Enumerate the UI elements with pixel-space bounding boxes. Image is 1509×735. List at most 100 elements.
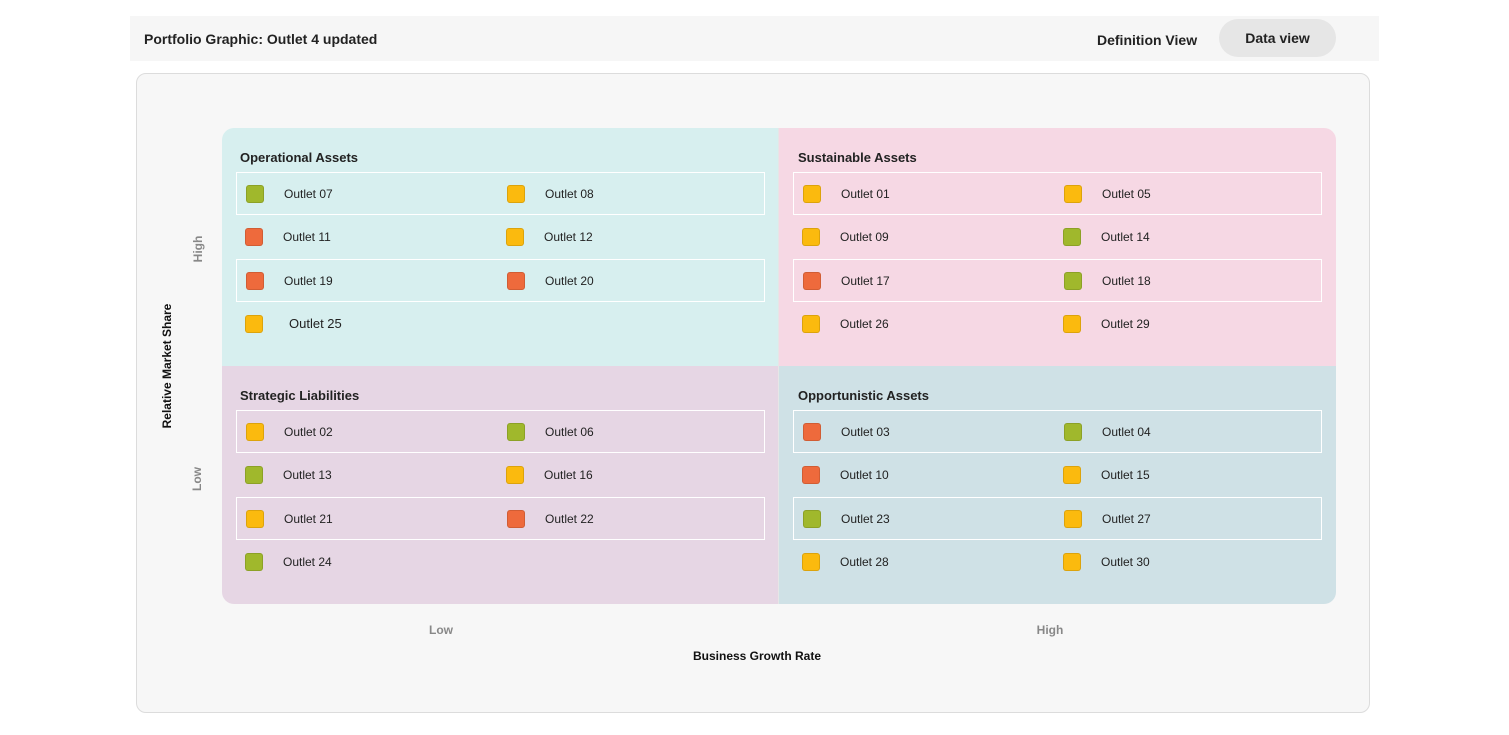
outlet-item[interactable]: Outlet 13	[245, 454, 332, 495]
status-swatch	[803, 509, 821, 528]
quadrant-title: Operational Assets	[240, 150, 359, 165]
outlet-item[interactable]: Outlet 23	[803, 498, 890, 539]
outlet-item[interactable]: Outlet 08	[507, 173, 594, 214]
outlet-item[interactable]: Outlet 10	[802, 454, 889, 495]
header-bar: Portfolio Graphic: Outlet 4 updated Defi…	[130, 16, 1379, 61]
outlet-label: Outlet 06	[545, 424, 594, 439]
status-swatch	[245, 465, 263, 484]
x-axis-high-label: High	[1036, 623, 1064, 637]
outlet-label: Outlet 15	[1101, 467, 1150, 482]
outlet-item[interactable]: Outlet 06	[507, 411, 594, 452]
page-title: Portfolio Graphic: Outlet 4 updated	[144, 31, 378, 47]
outlet-label: Outlet 18	[1102, 273, 1151, 288]
status-swatch	[1064, 271, 1082, 290]
outlet-label: Outlet 24	[283, 554, 332, 569]
outlet-item[interactable]: Outlet 04	[1064, 411, 1151, 452]
outlet-item[interactable]: Outlet 16	[506, 454, 593, 495]
outlet-label: Outlet 26	[840, 316, 889, 331]
outlet-item[interactable]: Outlet 27	[1064, 498, 1151, 539]
list-row: Outlet 26 Outlet 29	[793, 303, 1322, 346]
list-row: Outlet 09 Outlet 14	[793, 216, 1322, 259]
status-swatch	[1064, 422, 1082, 441]
outlet-label: Outlet 21	[284, 511, 333, 526]
outlet-item[interactable]: Outlet 25	[245, 303, 342, 344]
list-row: Outlet 17 Outlet 18	[793, 259, 1322, 302]
outlet-label: Outlet 03	[841, 424, 890, 439]
list-row: Outlet 21 Outlet 22	[236, 497, 765, 540]
outlet-label: Outlet 01	[841, 186, 890, 201]
outlet-item[interactable]: Outlet 22	[507, 498, 594, 539]
status-swatch	[507, 509, 525, 528]
list-row: Outlet 24	[236, 541, 765, 584]
x-axis-title: Business Growth Rate	[692, 649, 822, 663]
outlet-item[interactable]: Outlet 12	[506, 216, 593, 257]
outlet-item[interactable]: Outlet 28	[802, 541, 889, 582]
outlet-item[interactable]: Outlet 15	[1063, 454, 1150, 495]
outlet-label: Outlet 29	[1101, 316, 1150, 331]
outlet-label: Outlet 02	[284, 424, 333, 439]
outlet-item[interactable]: Outlet 11	[245, 216, 331, 257]
status-swatch	[246, 422, 264, 441]
status-swatch	[1063, 227, 1081, 246]
status-swatch	[245, 314, 263, 333]
outlet-item[interactable]: Outlet 26	[802, 303, 889, 344]
quadrant-title: Sustainable Assets	[798, 150, 917, 165]
outlet-label: Outlet 25	[289, 316, 342, 331]
outlet-label: Outlet 28	[840, 554, 889, 569]
y-axis-high-label: High	[191, 235, 205, 263]
outlet-item[interactable]: Outlet 14	[1063, 216, 1150, 257]
status-swatch	[246, 509, 264, 528]
outlet-label: Outlet 08	[545, 186, 594, 201]
list-row: Outlet 28 Outlet 30	[793, 541, 1322, 584]
outlet-label: Outlet 17	[841, 273, 890, 288]
status-swatch	[803, 422, 821, 441]
quadrant-title: Opportunistic Assets	[798, 388, 929, 403]
outlet-label: Outlet 22	[545, 511, 594, 526]
status-swatch	[507, 271, 525, 290]
outlet-item[interactable]: Outlet 09	[802, 216, 889, 257]
outlet-label: Outlet 12	[544, 229, 593, 244]
x-axis-low-label: Low	[429, 623, 453, 637]
list-row: Outlet 10 Outlet 15	[793, 454, 1322, 497]
outlet-item[interactable]: Outlet 05	[1064, 173, 1151, 214]
outlet-label: Outlet 14	[1101, 229, 1150, 244]
status-swatch	[1064, 184, 1082, 203]
outlet-item[interactable]: Outlet 20	[507, 260, 594, 301]
status-swatch	[802, 552, 820, 571]
status-swatch	[245, 552, 263, 571]
outlet-item[interactable]: Outlet 17	[803, 260, 890, 301]
outlet-label: Outlet 10	[840, 467, 889, 482]
quadrant-operational-assets: Operational Assets Outlet 07 Outlet 08 O…	[222, 128, 779, 366]
y-axis-title: Relative Market Share	[160, 303, 174, 429]
list-row: Outlet 02 Outlet 06	[236, 410, 765, 453]
outlet-label: Outlet 07	[284, 186, 333, 201]
outlet-item[interactable]: Outlet 30	[1063, 541, 1150, 582]
portfolio-matrix: Operational Assets Outlet 07 Outlet 08 O…	[222, 128, 1336, 604]
outlet-item[interactable]: Outlet 01	[803, 173, 890, 214]
definition-view-tab[interactable]: Definition View	[1097, 32, 1198, 48]
outlet-label: Outlet 09	[840, 229, 889, 244]
data-view-button[interactable]: Data view	[1219, 19, 1336, 57]
status-swatch	[506, 465, 524, 484]
outlet-label: Outlet 19	[284, 273, 333, 288]
outlet-item[interactable]: Outlet 03	[803, 411, 890, 452]
outlet-label: Outlet 04	[1102, 424, 1151, 439]
outlet-item[interactable]: Outlet 07	[246, 173, 333, 214]
status-swatch	[246, 271, 264, 290]
outlet-label: Outlet 30	[1101, 554, 1150, 569]
outlet-item[interactable]: Outlet 18	[1064, 260, 1151, 301]
outlet-item[interactable]: Outlet 02	[246, 411, 333, 452]
outlet-item[interactable]: Outlet 21	[246, 498, 333, 539]
quadrant-opportunistic-assets: Opportunistic Assets Outlet 03 Outlet 04…	[779, 366, 1336, 604]
status-swatch	[507, 422, 525, 441]
list-row: Outlet 03 Outlet 04	[793, 410, 1322, 453]
status-swatch	[802, 227, 820, 246]
outlet-label: Outlet 27	[1102, 511, 1151, 526]
outlet-item[interactable]: Outlet 19	[246, 260, 333, 301]
list-row: Outlet 01 Outlet 05	[793, 172, 1322, 215]
outlet-item[interactable]: Outlet 24	[245, 541, 332, 582]
outlet-item[interactable]: Outlet 29	[1063, 303, 1150, 344]
status-swatch	[1063, 552, 1081, 571]
status-swatch	[1064, 509, 1082, 528]
status-swatch	[506, 227, 524, 246]
